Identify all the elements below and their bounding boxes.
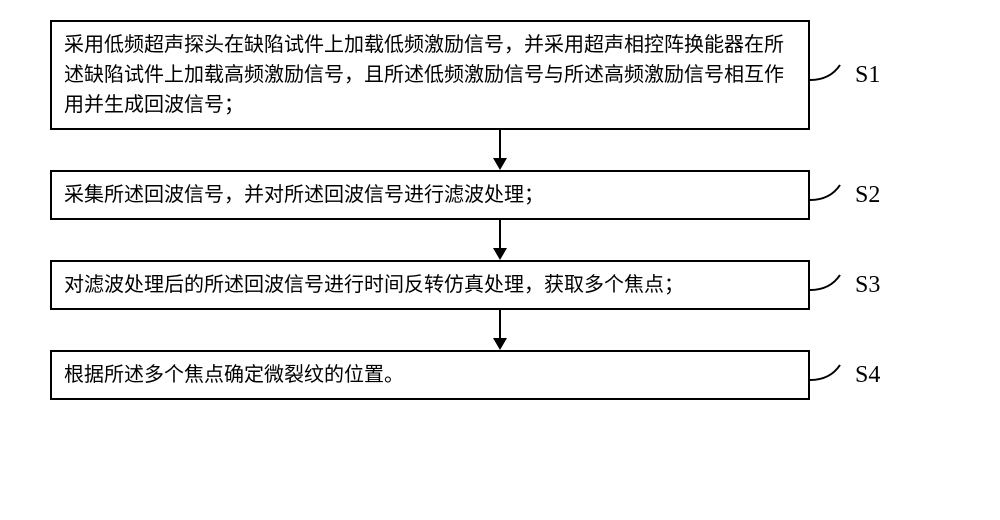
connector-line [499, 310, 501, 338]
step-row-1: 采用低频超声探头在缺陷试件上加载低频激励信号，并采用超声相控阵换能器在所述缺陷试… [50, 20, 950, 130]
step-label-s2: S2 [855, 182, 880, 209]
step-label-s4: S4 [855, 362, 880, 389]
connector-2-3 [120, 220, 880, 260]
label-connector [810, 180, 850, 210]
connector-line [499, 130, 501, 158]
step-row-4: 根据所述多个焦点确定微裂纹的位置。 S4 [50, 350, 950, 400]
label-connector [810, 270, 850, 300]
connector-3-4 [120, 310, 880, 350]
connector-1-2 [120, 130, 880, 170]
arrow-icon [493, 248, 507, 260]
step-label-s3: S3 [855, 272, 880, 299]
arrow-icon [493, 158, 507, 170]
step-box-s1: 采用低频超声探头在缺陷试件上加载低频激励信号，并采用超声相控阵换能器在所述缺陷试… [50, 20, 810, 130]
step-row-3: 对滤波处理后的所述回波信号进行时间反转仿真处理，获取多个焦点； S3 [50, 260, 950, 310]
step-row-2: 采集所述回波信号，并对所述回波信号进行滤波处理； S2 [50, 170, 950, 220]
step-box-s4: 根据所述多个焦点确定微裂纹的位置。 [50, 350, 810, 400]
step-text: 根据所述多个焦点确定微裂纹的位置。 [64, 364, 404, 386]
step-label-s1: S1 [855, 62, 880, 89]
connector-line [499, 220, 501, 248]
step-text: 采集所述回波信号，并对所述回波信号进行滤波处理； [64, 184, 544, 206]
step-text: 对滤波处理后的所述回波信号进行时间反转仿真处理，获取多个焦点； [64, 274, 684, 296]
step-box-s2: 采集所述回波信号，并对所述回波信号进行滤波处理； [50, 170, 810, 220]
step-text: 采用低频超声探头在缺陷试件上加载低频激励信号，并采用超声相控阵换能器在所述缺陷试… [64, 34, 784, 116]
flowchart-container: 采用低频超声探头在缺陷试件上加载低频激励信号，并采用超声相控阵换能器在所述缺陷试… [50, 20, 950, 400]
label-connector [810, 60, 850, 90]
arrow-icon [493, 338, 507, 350]
step-box-s3: 对滤波处理后的所述回波信号进行时间反转仿真处理，获取多个焦点； [50, 260, 810, 310]
label-connector [810, 360, 850, 390]
